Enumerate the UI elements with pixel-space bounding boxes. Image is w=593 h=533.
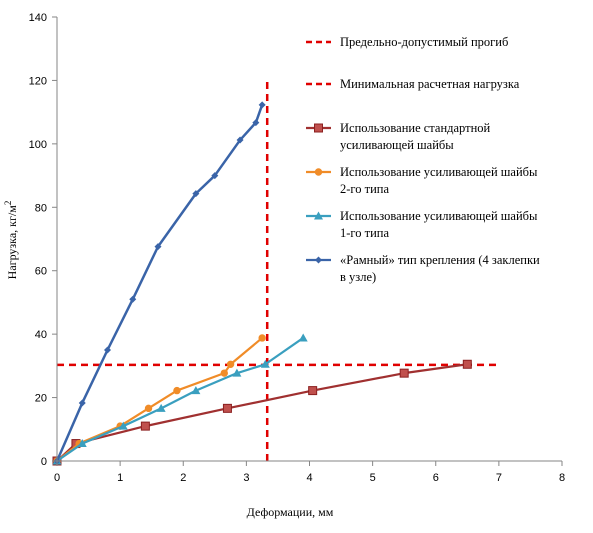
x-tick-label: 0 <box>54 472 60 484</box>
data-point <box>211 172 219 180</box>
y-tick-label: 140 <box>29 12 47 24</box>
legend-item: Предельно-допустимый прогиб <box>306 35 508 49</box>
y-tick-label: 100 <box>29 139 47 151</box>
series-lines <box>52 101 472 466</box>
data-point <box>258 101 266 109</box>
data-point <box>156 403 166 412</box>
data-point <box>104 346 111 354</box>
x-tick-label: 1 <box>117 472 123 484</box>
y-axis-title-sup: 2 <box>3 201 13 206</box>
legend-item: Минимальная расчетная нагрузка <box>306 77 520 91</box>
x-tick-label: 5 <box>370 472 376 484</box>
data-point <box>140 421 150 431</box>
y-tick-label: 80 <box>35 202 47 214</box>
data-point <box>118 421 128 430</box>
data-point <box>173 386 181 395</box>
series-line <box>56 363 468 462</box>
legend-label: 2-го типа <box>340 182 389 196</box>
legend: Предельно-допустимый прогиб Минимальная р… <box>306 35 540 284</box>
data-point <box>260 359 270 368</box>
legend-item: Использование усиливающей шайбы 1-го типа <box>306 209 538 240</box>
data-point <box>192 190 200 198</box>
legend-label: 1-го типа <box>340 226 389 240</box>
data-point <box>226 360 235 368</box>
legend-label: Предельно-допустимый прогиб <box>340 35 508 49</box>
data-point <box>298 333 308 342</box>
series-2 <box>53 334 266 465</box>
data-point <box>220 369 228 377</box>
series-line <box>56 337 304 462</box>
x-tick-label: 8 <box>559 472 565 484</box>
legend-label: Минимальная расчетная нагрузка <box>340 77 520 91</box>
legend-label: Использование усиливающей шайбы <box>340 165 538 179</box>
data-point <box>399 368 409 378</box>
legend-item: Использование стандартной усиливающей шай… <box>306 121 491 152</box>
x-tick-label: 3 <box>243 472 249 484</box>
x-tick-labels: 0 1 2 3 4 5 6 7 8 <box>54 461 565 484</box>
series-1 <box>52 359 472 466</box>
data-point <box>308 386 318 396</box>
legend-label: усиливающей шайбы <box>340 138 454 152</box>
legend-item: «Рамный» тип крепления (4 заклепки в узле… <box>306 253 540 284</box>
data-point <box>236 136 244 144</box>
y-tick-labels: 0 20 40 60 80 100 120 140 <box>29 12 57 468</box>
data-point <box>78 399 86 407</box>
y-tick-label: 120 <box>29 75 47 87</box>
reference-lines <box>57 80 499 461</box>
legend-label: «Рамный» тип крепления (4 заклепки <box>340 253 540 267</box>
legend-marker <box>314 211 323 220</box>
y-axis-title-main: Нагрузка, кг/м <box>5 205 19 280</box>
x-tick-label: 4 <box>306 472 312 484</box>
y-tick-label: 20 <box>35 393 47 405</box>
legend-label: Использование усиливающей шайбы <box>340 209 538 223</box>
legend-label: в узле) <box>340 270 376 284</box>
series-line <box>55 104 264 462</box>
data-point <box>252 119 260 127</box>
legend-label: Использование стандартной <box>340 121 491 135</box>
series-4 <box>53 101 266 465</box>
y-tick-label: 60 <box>35 266 47 278</box>
series-3 <box>52 333 308 465</box>
x-tick-label: 6 <box>433 472 439 484</box>
data-point <box>462 359 472 369</box>
legend-marker <box>314 168 323 176</box>
plot-area <box>52 80 499 466</box>
data-point <box>154 243 162 251</box>
x-axis-title: Деформации, мм <box>247 505 334 519</box>
y-tick-label: 0 <box>41 456 47 468</box>
data-point <box>191 386 201 395</box>
y-tick-label: 40 <box>35 329 47 341</box>
data-point <box>77 439 87 448</box>
legend-item: Использование усиливающей шайбы 2-го типа <box>306 165 538 196</box>
data-point <box>144 404 153 413</box>
series-line <box>56 337 263 462</box>
data-point <box>258 334 266 342</box>
data-point <box>129 295 137 303</box>
data-point <box>222 403 232 413</box>
y-axis-title: Нагрузка, кг/м2 <box>3 201 19 280</box>
x-tick-label: 2 <box>180 472 186 484</box>
data-point <box>232 368 242 377</box>
legend-marker <box>315 256 322 264</box>
x-tick-label: 7 <box>496 472 502 484</box>
legend-marker <box>314 123 323 133</box>
